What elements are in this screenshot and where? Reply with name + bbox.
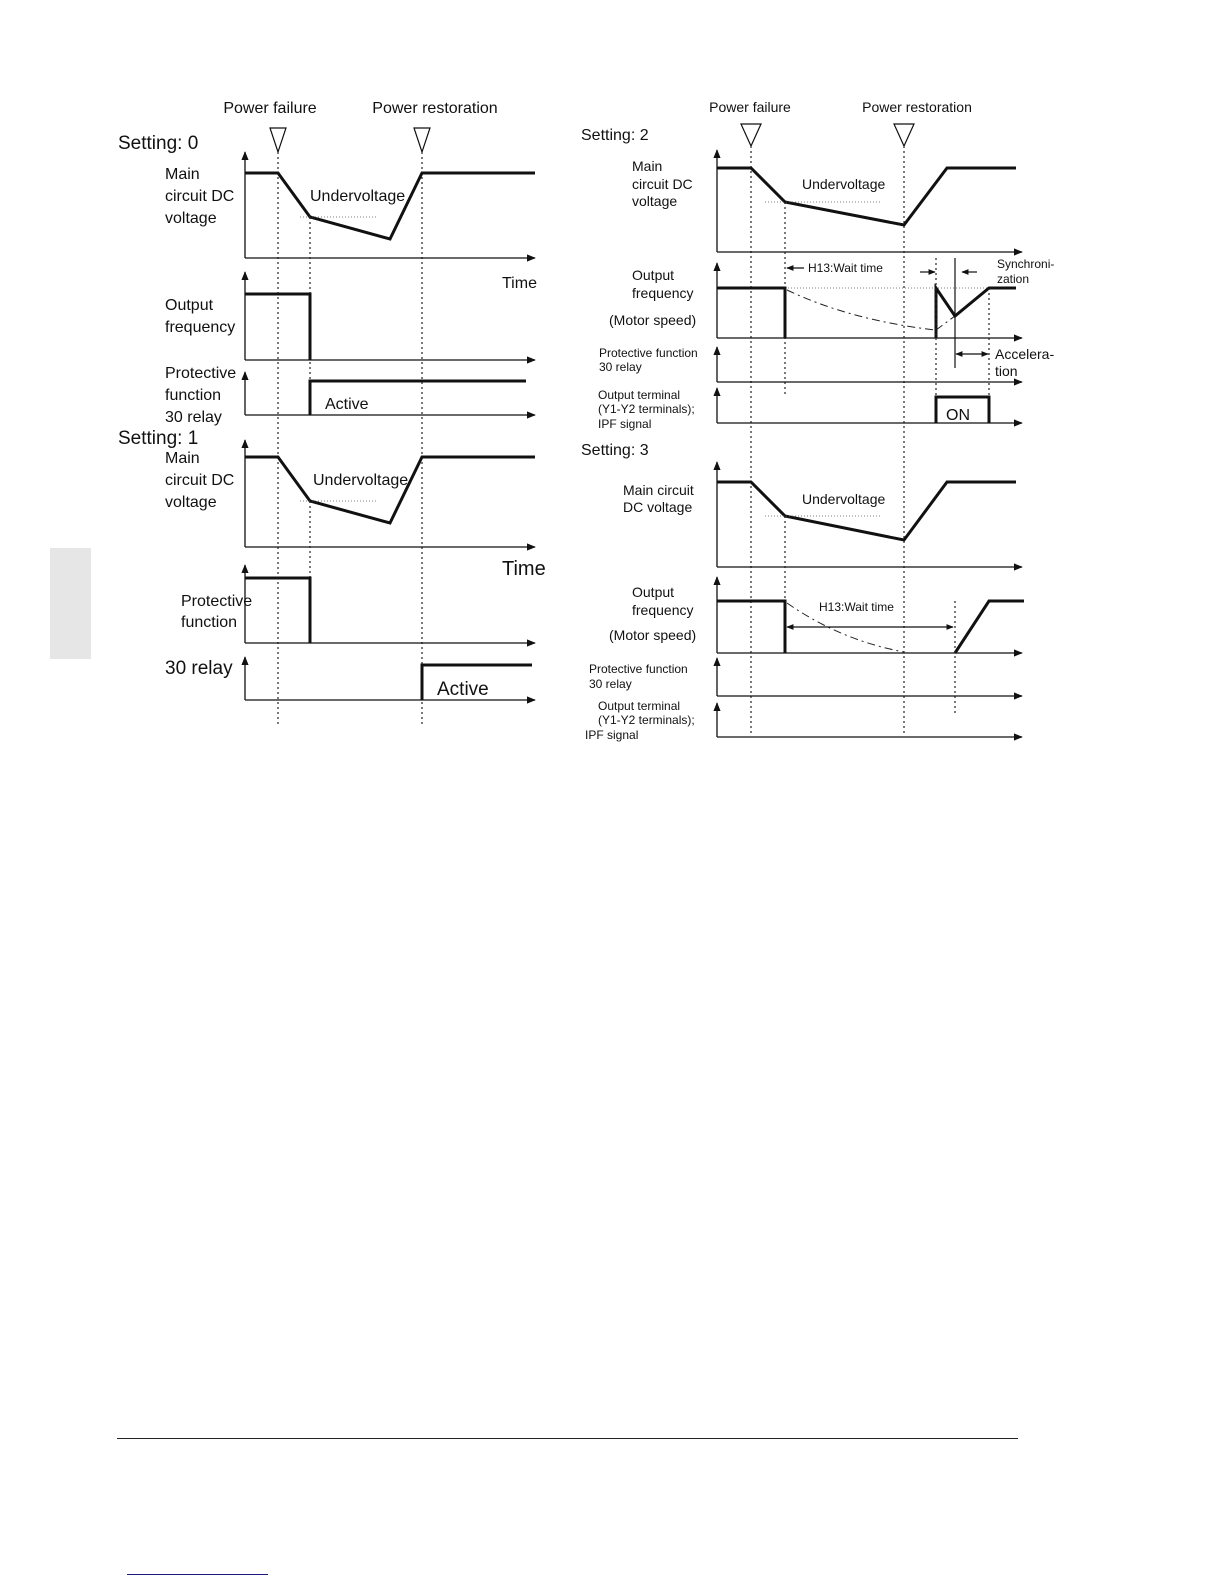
undervoltage-label: Undervoltage [802, 176, 885, 192]
relay-trace [308, 379, 526, 415]
power-restoration-label: Power restoration [372, 100, 497, 117]
output-frequency-label: Output [165, 297, 214, 314]
dc-voltage-label: circuit DC [165, 472, 234, 489]
dc-voltage-label: Main [165, 166, 200, 183]
output-terminal-label: (Y1-Y2 terminals); [598, 713, 695, 727]
setting-0-diagram: Setting: 0 Main circuit DC voltage Under… [118, 133, 537, 426]
synchronization-label: zation [997, 272, 1029, 286]
relay-label: 30 relay [165, 658, 233, 679]
power-failure-marker-icon [269, 127, 287, 154]
setting-0-title: Setting: 0 [118, 133, 198, 154]
relay-label: 30 relay [589, 677, 632, 691]
dc-voltage-label: DC voltage [623, 499, 692, 515]
section-tab [50, 548, 91, 659]
power-restoration-label: Power restoration [862, 99, 972, 115]
setting-3-title: Setting: 3 [581, 442, 649, 459]
protective-function-trace [245, 576, 312, 643]
dc-voltage-label: voltage [165, 210, 217, 227]
setting-2-title: Setting: 2 [581, 127, 649, 144]
active-label: Active [437, 679, 489, 700]
motor-speed-coast-curve [786, 602, 905, 653]
setting-3-diagram: Setting: 3 Main circuit DC voltage Under… [581, 442, 1024, 742]
power-failure-label: Power failure [223, 100, 316, 117]
footer-divider [117, 1438, 1018, 1439]
dc-voltage-trace [245, 455, 535, 525]
output-frequency-trace [245, 292, 312, 360]
time-label: Time [502, 275, 537, 292]
left-diagrams: Power failure Power restoration Setting:… [118, 100, 546, 726]
dc-voltage-label: voltage [165, 494, 217, 511]
wait-time-label: H13:Wait time [819, 600, 894, 614]
output-frequency-label: Output [632, 267, 674, 283]
power-restoration-marker-icon [413, 127, 431, 154]
dc-voltage-trace [717, 480, 1016, 542]
acceleration-label: tion [995, 363, 1018, 379]
dc-voltage-label: Main circuit [623, 482, 694, 498]
synchronization-label: Synchroni- [997, 257, 1054, 271]
ipf-signal-trace [934, 395, 991, 423]
undervoltage-label: Undervoltage [313, 472, 408, 489]
time-label: Time [502, 558, 546, 580]
output-frequency-label: frequency [632, 602, 693, 618]
output-frequency-trace [717, 599, 787, 653]
undervoltage-label: Undervoltage [310, 188, 405, 205]
acceleration-label: Accelera- [995, 346, 1054, 362]
footnote-link-underline[interactable] [127, 1574, 268, 1575]
right-diagrams: Power failure Power restoration Setting:… [581, 99, 1054, 742]
power-restoration-marker-icon [893, 123, 915, 148]
output-frequency-label: frequency [632, 285, 693, 301]
power-failure-marker-icon [740, 123, 762, 148]
output-terminal-label: Output terminal [598, 699, 680, 713]
dc-voltage-trace [717, 166, 1016, 227]
motor-speed-sync-curve [935, 315, 956, 331]
relay-label: Protective function [599, 346, 698, 360]
output-frequency-restart-trace [934, 283, 1016, 338]
relay-label: Protective function [589, 662, 688, 676]
on-label: ON [946, 407, 970, 424]
relay-label: function [165, 387, 221, 404]
protective-function-label: Protective [181, 593, 252, 610]
motor-speed-label: (Motor speed) [609, 627, 696, 643]
motor-speed-label: (Motor speed) [609, 312, 696, 328]
dc-voltage-label: circuit DC [632, 176, 693, 192]
setting-1-diagram: Setting: 1 Main circuit DC voltage Under… [118, 428, 546, 704]
undervoltage-label: Undervoltage [802, 491, 885, 507]
output-frequency-label: frequency [165, 319, 235, 336]
power-failure-label: Power failure [709, 99, 791, 115]
protective-function-label: function [181, 614, 237, 631]
setting-1-title: Setting: 1 [118, 428, 198, 449]
output-frequency-restart-trace [953, 599, 1024, 654]
output-terminal-label: IPF signal [585, 728, 638, 742]
setting-2-diagram: Setting: 2 Main circuit DC voltage Under… [581, 127, 1054, 431]
active-label: Active [325, 396, 369, 413]
relay-trace [420, 663, 532, 700]
dc-voltage-label: Main [165, 450, 200, 467]
output-frequency-label: Output [632, 584, 674, 600]
wait-time-label: H13:Wait time [808, 261, 883, 275]
relay-label: Protective [165, 365, 236, 382]
relay-label: 30 relay [165, 409, 222, 426]
output-terminal-label: (Y1-Y2 terminals); [598, 402, 695, 416]
dc-voltage-label: circuit DC [165, 188, 234, 205]
dc-voltage-label: Main [632, 158, 662, 174]
dc-voltage-label: voltage [632, 193, 677, 209]
motor-speed-coast-curve [786, 289, 936, 331]
dc-voltage-trace [245, 171, 535, 241]
relay-label: 30 relay [599, 360, 642, 374]
output-frequency-trace [717, 286, 787, 338]
output-terminal-label: IPF signal [598, 417, 651, 431]
output-terminal-label: Output terminal [598, 388, 680, 402]
